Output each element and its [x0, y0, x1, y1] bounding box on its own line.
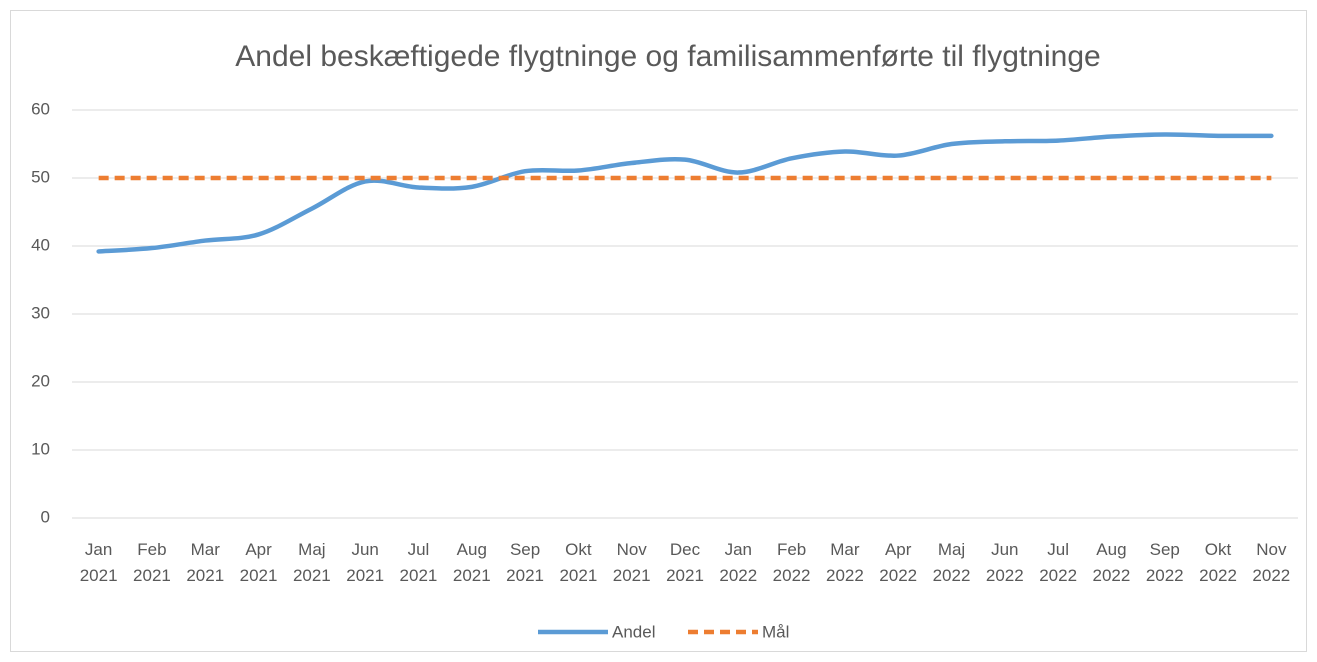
- data-line: [96, 132, 1274, 254]
- y-tick-label: 60: [31, 99, 50, 118]
- legend-label: Andel: [612, 622, 655, 641]
- x-tick-label: Jun 2021: [346, 540, 385, 585]
- x-tick-label: Apr 2022: [879, 540, 918, 585]
- x-tick-label: Mar 2022: [825, 540, 864, 585]
- x-tick-label: Aug 2022: [1092, 540, 1131, 585]
- x-tick-label: Nov 2021: [612, 540, 651, 585]
- x-tick-label: Sep 2022: [1145, 540, 1184, 585]
- x-tick-label: Nov 2022: [1252, 540, 1291, 585]
- x-tick-label: Jun 2022: [985, 540, 1024, 585]
- x-tick-label: Feb 2022: [772, 540, 811, 585]
- x-tick-label: Jan 2021: [79, 540, 118, 585]
- x-tick-label: Jul 2021: [399, 540, 438, 585]
- x-tick-label: Okt 2022: [1199, 540, 1237, 585]
- x-tick-label: Maj 2021: [292, 540, 331, 585]
- x-tick-label: Mar 2021: [186, 540, 225, 585]
- y-tick-label: 50: [31, 167, 50, 186]
- x-tick-label: Maj 2022: [932, 540, 971, 585]
- y-tick-label: 30: [31, 303, 50, 322]
- x-tick-label: Aug 2021: [452, 540, 491, 585]
- x-tick-label: Jan 2022: [719, 540, 758, 585]
- chart-border: [10, 10, 1307, 652]
- legend-label: Mål: [762, 622, 789, 641]
- x-tick-label: Apr 2021: [239, 540, 278, 585]
- x-tick-label: Okt 2021: [559, 540, 598, 585]
- y-tick-label: 10: [31, 439, 50, 458]
- x-tick-label: Sep 2021: [506, 540, 544, 585]
- x-tick-label: Dec 2021: [666, 540, 704, 585]
- chart-title: Andel beskæftigede flygtninge og familis…: [235, 40, 1100, 73]
- y-tick-label: 40: [31, 235, 50, 254]
- y-tick-label: 20: [31, 371, 50, 390]
- x-tick-label: Jul 2022: [1039, 540, 1078, 585]
- y-tick-label: 0: [41, 507, 50, 526]
- x-tick-label: Feb 2021: [133, 540, 171, 585]
